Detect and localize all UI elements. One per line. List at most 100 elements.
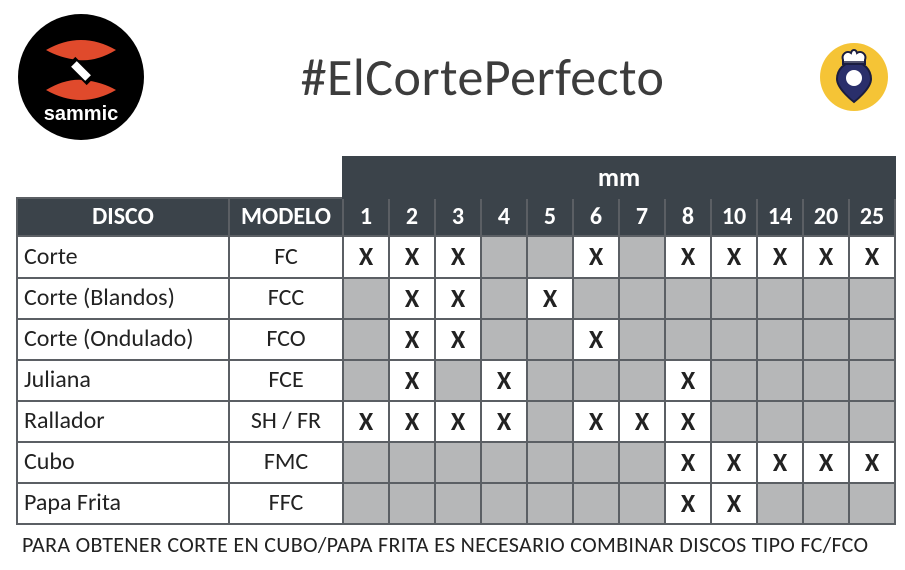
mark-x: X xyxy=(803,236,849,277)
col-size: 10 xyxy=(711,198,757,236)
col-size: 1 xyxy=(343,198,389,236)
mark-x: X xyxy=(389,236,435,277)
col-size: 2 xyxy=(389,198,435,236)
mark-x: X xyxy=(849,442,895,483)
col-size: 6 xyxy=(573,198,619,236)
modelo-value: FFC xyxy=(229,483,343,524)
mark-empty xyxy=(619,360,665,401)
table-row: CuboFMCXXXXX xyxy=(17,442,895,483)
mark-x: X xyxy=(803,442,849,483)
disco-label: Rallador xyxy=(17,401,229,442)
table-row: JulianaFCEXXX xyxy=(17,360,895,401)
mark-x: X xyxy=(711,442,757,483)
mark-empty xyxy=(343,360,389,401)
mark-empty xyxy=(573,278,619,319)
mark-x: X xyxy=(619,401,665,442)
mark-x: X xyxy=(435,319,481,360)
mark-empty xyxy=(481,483,527,524)
mark-x: X xyxy=(343,236,389,277)
col-size: 3 xyxy=(435,198,481,236)
disco-label: Juliana xyxy=(17,360,229,401)
mark-x: X xyxy=(757,442,803,483)
table-row: Papa FritaFFC XX xyxy=(17,483,895,524)
svg-text:sammic: sammic xyxy=(44,103,119,125)
mark-empty xyxy=(849,401,895,442)
mark-x: X xyxy=(573,319,619,360)
disco-label: Corte (Ondulado) xyxy=(17,319,229,360)
modelo-value: FCO xyxy=(229,319,343,360)
table-row: RalladorSH / FRXXXXXXX xyxy=(17,401,895,442)
footnote: PARA OBTENER CORTE EN CUBO/PAPA FRITA ES… xyxy=(16,531,889,558)
mark-empty xyxy=(803,278,849,319)
mark-x: X xyxy=(665,360,711,401)
mark-x: X xyxy=(435,278,481,319)
mark-empty xyxy=(435,360,481,401)
modelo-value: SH / FR xyxy=(229,401,343,442)
compatibility-table: mmDISCOMODELO1234567810142025CorteFCXXXX… xyxy=(16,156,896,525)
mark-empty xyxy=(757,360,803,401)
mark-x: X xyxy=(527,278,573,319)
page-title: #ElCortePerfecto xyxy=(170,45,795,109)
mark-empty xyxy=(665,319,711,360)
mark-empty xyxy=(711,401,757,442)
mark-empty xyxy=(527,483,573,524)
mark-empty xyxy=(435,483,481,524)
blank-cell xyxy=(17,157,229,198)
mark-empty xyxy=(757,401,803,442)
col-disco: DISCO xyxy=(17,198,229,236)
modelo-value: FCE xyxy=(229,360,343,401)
table-row: Corte (Blandos)FCCXXX xyxy=(17,278,895,319)
mark-empty xyxy=(343,442,389,483)
modelo-value: FC xyxy=(229,236,343,277)
mark-empty xyxy=(619,236,665,277)
mark-empty xyxy=(757,319,803,360)
chef-badge-icon xyxy=(819,42,889,112)
mark-empty xyxy=(389,483,435,524)
mm-header: mm xyxy=(343,157,895,198)
table-row: CorteFCXXXXXXXXX xyxy=(17,236,895,277)
mark-empty xyxy=(757,278,803,319)
mark-empty xyxy=(619,442,665,483)
col-size: 14 xyxy=(757,198,803,236)
mark-empty xyxy=(527,442,573,483)
disco-label: Corte xyxy=(17,236,229,277)
mark-x: X xyxy=(389,278,435,319)
mark-x: X xyxy=(343,401,389,442)
disco-label: Cubo xyxy=(17,442,229,483)
blank-cell xyxy=(229,157,343,198)
mark-empty xyxy=(619,483,665,524)
mark-empty xyxy=(527,319,573,360)
disco-label: Corte (Blandos) xyxy=(17,278,229,319)
mark-empty xyxy=(573,442,619,483)
mark-empty xyxy=(849,278,895,319)
mark-empty xyxy=(527,236,573,277)
mark-empty xyxy=(389,442,435,483)
mark-empty xyxy=(711,360,757,401)
mark-empty xyxy=(803,401,849,442)
mark-x: X xyxy=(849,236,895,277)
mark-x: X xyxy=(389,401,435,442)
disco-label: Papa Frita xyxy=(17,483,229,524)
mark-x: X xyxy=(711,483,757,524)
col-size: 5 xyxy=(527,198,573,236)
mark-x: X xyxy=(757,236,803,277)
mark-empty xyxy=(803,360,849,401)
mark-x: X xyxy=(665,401,711,442)
mark-x: X xyxy=(665,236,711,277)
mark-x: X xyxy=(435,236,481,277)
col-size: 4 xyxy=(481,198,527,236)
mark-empty xyxy=(527,360,573,401)
mark-empty xyxy=(803,319,849,360)
mark-empty xyxy=(619,278,665,319)
modelo-value: FMC xyxy=(229,442,343,483)
mark-empty xyxy=(711,319,757,360)
mark-empty xyxy=(803,483,849,524)
mark-empty xyxy=(849,319,895,360)
mark-empty xyxy=(665,278,711,319)
mark-empty xyxy=(711,278,757,319)
mark-empty xyxy=(343,483,389,524)
mark-x: X xyxy=(665,442,711,483)
mark-x: X xyxy=(665,483,711,524)
mark-empty xyxy=(757,483,803,524)
mark-empty xyxy=(573,483,619,524)
